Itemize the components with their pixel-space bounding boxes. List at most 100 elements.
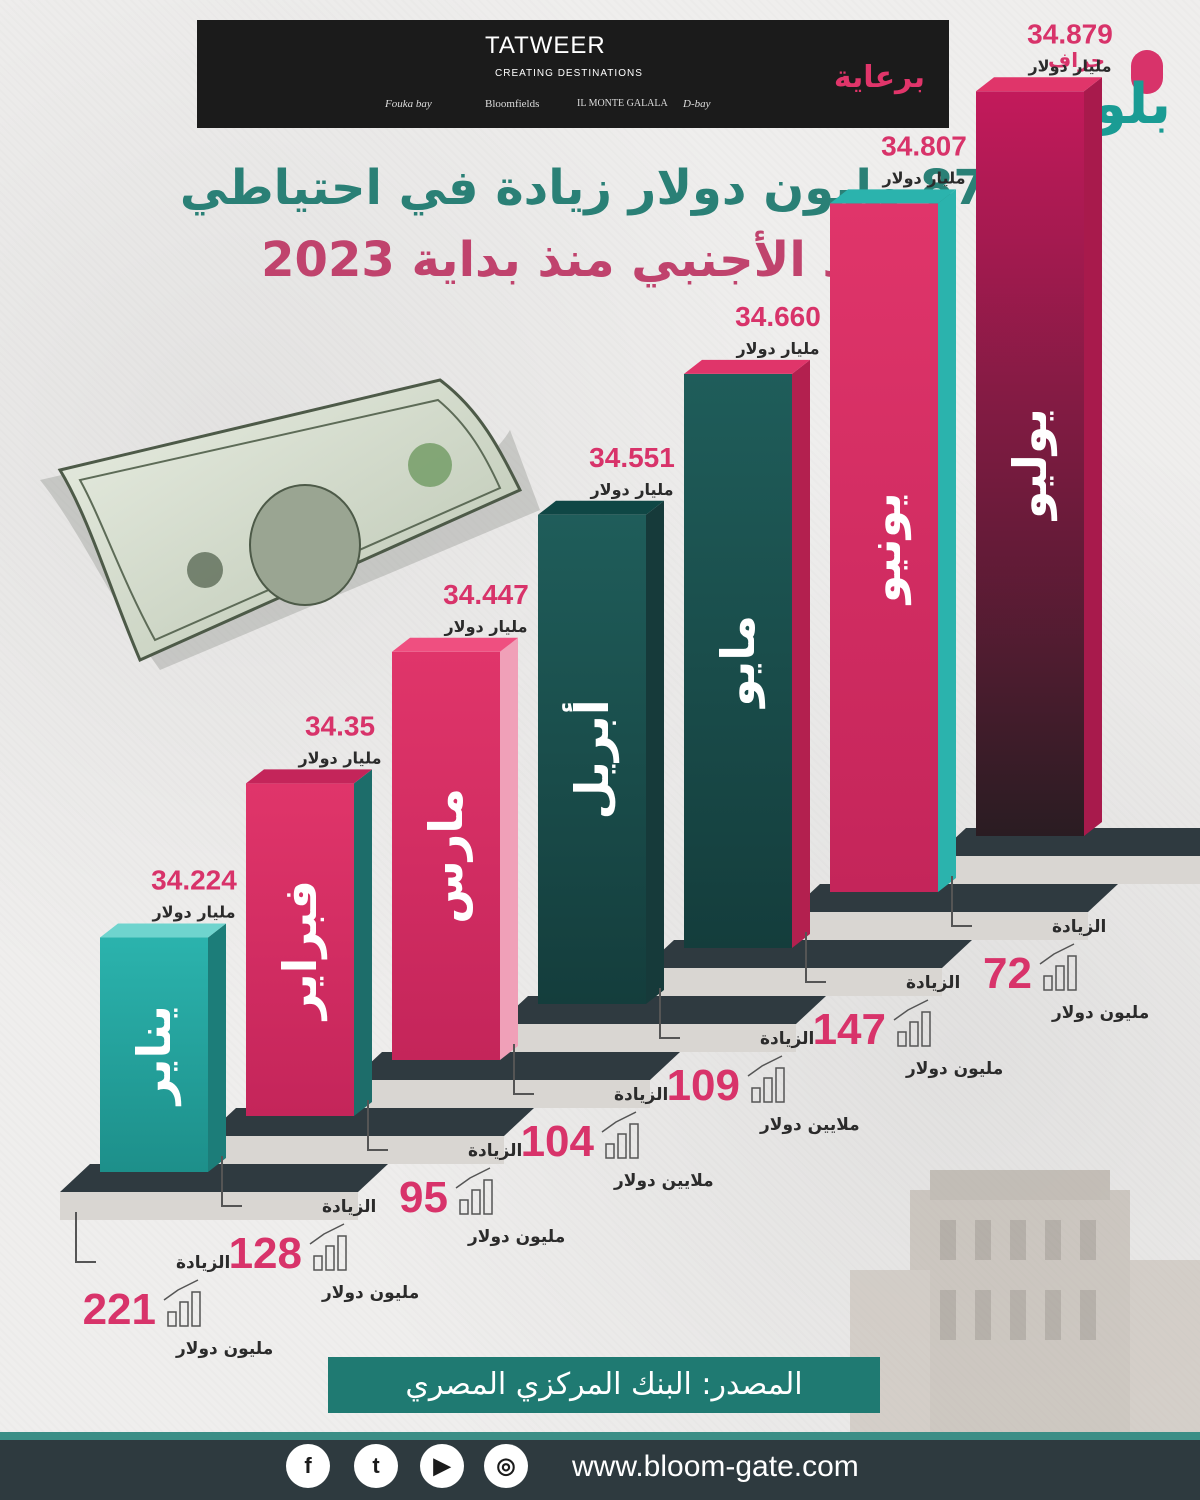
bar-month-label: يوليو [1003, 408, 1057, 521]
bar-side [354, 769, 372, 1116]
project-bloomfields: Bloomfields [485, 98, 540, 110]
increase-unit: مليون دولار [321, 1283, 419, 1303]
bar-month-label: يونيو [857, 492, 911, 605]
increase-label: الزيادة [906, 973, 960, 993]
bar-front [976, 91, 1084, 837]
website-link[interactable]: www.bloom-gate.com [572, 1450, 859, 1483]
bar-front [100, 937, 208, 1172]
increase-label: الزيادة [322, 1197, 376, 1217]
increase-value: 104 [521, 1117, 595, 1166]
increase-leader-line [221, 1156, 242, 1207]
bar-unit-label: مليار دولار [1027, 56, 1111, 75]
bar-value-label: 34.551 [589, 442, 675, 473]
footer: f t ▶ ◎ www.bloom-gate.com [0, 1432, 1200, 1500]
facebook-icon[interactable]: f [286, 1444, 330, 1488]
increase-leader-line [367, 1100, 388, 1151]
chart-step-face [60, 1192, 358, 1220]
increase-label: الزيادة [1052, 917, 1106, 937]
increase-unit: مليون دولار [175, 1339, 273, 1359]
increase-label: الزيادة [614, 1085, 668, 1105]
chart-step-face [206, 1136, 504, 1164]
chart-step-face [644, 968, 942, 996]
bar-side [646, 500, 664, 1004]
increase-leader-line [75, 1212, 96, 1263]
bar-front [830, 203, 938, 893]
bar-month-label: أبريل [562, 699, 619, 819]
microphone-icon [1131, 50, 1163, 94]
logo-subtitle: جراف [1048, 48, 1105, 72]
sponsor-tagline: CREATING DESTINATIONS [495, 68, 643, 79]
youtube-icon[interactable]: ▶ [420, 1444, 464, 1488]
bar-side [792, 359, 810, 948]
increase-leader-line [951, 876, 972, 927]
bar-top [830, 189, 956, 204]
dollar-bill-illustration [40, 378, 540, 670]
bar-unit-label: مليار دولار [589, 480, 673, 499]
bar-side [1084, 77, 1102, 837]
increase-value: 147 [813, 1005, 886, 1054]
growth-chart-icon [747, 1055, 785, 1103]
bar-side [938, 189, 956, 893]
bar-value-label: 34.879 [1027, 18, 1113, 49]
bar-side [208, 923, 226, 1172]
bar-front [246, 783, 354, 1116]
chart-step-face [498, 1024, 796, 1052]
increase-unit: ملايين دولار [759, 1115, 860, 1135]
increase-unit: مليون دولار [905, 1059, 1003, 1079]
chart-step-face [790, 912, 1088, 940]
bar-unit-label: مليار دولار [443, 617, 527, 636]
increase-value: 72 [983, 949, 1032, 998]
bar-month-label: مارس [419, 788, 473, 924]
project-il-monte-galala: IL MONTE GALALA [577, 98, 668, 109]
increase-label: الزيادة [176, 1253, 230, 1273]
increase-value: 109 [667, 1061, 740, 1110]
growth-chart-icon [893, 999, 931, 1047]
chart-step-face [936, 856, 1200, 884]
twitter-icon[interactable]: t [354, 1444, 398, 1488]
increase-value: 128 [229, 1229, 302, 1278]
bar-unit-label: مليار دولار [297, 748, 381, 767]
bar-top [538, 500, 664, 515]
project-fouka-bay: Fouka bay [385, 98, 432, 110]
increase-value: 221 [83, 1285, 156, 1334]
bar-unit-label: مليار دولار [881, 168, 965, 187]
growth-chart-icon [163, 1279, 201, 1327]
bar-value-label: 34.660 [735, 301, 821, 332]
increase-unit: مليون دولار [1051, 1003, 1149, 1023]
bar-month-label: يناير [127, 1005, 181, 1106]
growth-chart-icon [455, 1167, 493, 1215]
bar-top [976, 77, 1102, 92]
bar-front [538, 514, 646, 1004]
bar-unit-label: مليار دولار [735, 339, 819, 358]
increase-leader-line [659, 988, 680, 1039]
increase-value: 95 [399, 1173, 448, 1222]
growth-chart-icon [1039, 943, 1077, 991]
bar-unit-label: مليار دولار [151, 903, 235, 922]
increase-unit: مليون دولار [467, 1227, 565, 1247]
source-note: المصدر: البنك المركزي المصري [328, 1357, 880, 1413]
increase-label: الزيادة [468, 1141, 522, 1161]
bar-value-label: 34.224 [151, 865, 237, 896]
sponsor-label: برعاية [833, 60, 925, 95]
central-bank-building-illustration [850, 1170, 1200, 1440]
bar-top [100, 923, 226, 938]
bar-top [246, 769, 372, 784]
bar-value-label: 34.807 [881, 130, 967, 161]
sponsor-banner: TATWEER CREATING DESTINATIONS Fouka bay … [197, 20, 949, 128]
growth-chart-icon [309, 1223, 347, 1271]
increase-label: الزيادة [760, 1029, 814, 1049]
bar-month-label: فبراير [273, 880, 327, 1021]
instagram-icon[interactable]: ◎ [484, 1444, 528, 1488]
increase-leader-line [805, 932, 826, 983]
project-d-bay: D-bay [683, 98, 711, 110]
bar-month-label: مايو [711, 615, 765, 709]
bar-side [500, 637, 518, 1060]
sponsor-brand: TATWEER [485, 32, 606, 59]
bar-value-label: 34.447 [443, 579, 529, 610]
chart-step-face [352, 1080, 650, 1108]
growth-chart-icon [601, 1111, 639, 1159]
bar-value-label: 34.35 [305, 710, 375, 741]
bar-front [392, 651, 500, 1060]
bar-top [684, 359, 810, 374]
increase-leader-line [513, 1044, 534, 1095]
